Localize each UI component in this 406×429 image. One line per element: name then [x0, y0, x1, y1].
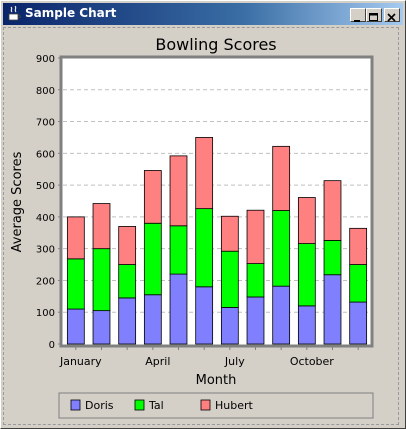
y-tick-label: 400 [36, 213, 55, 224]
bar-hubert-december [349, 227, 368, 265]
bar-tal-june [195, 208, 214, 288]
bar-tal-april [143, 222, 162, 296]
bar-hubert-october [297, 197, 316, 244]
bar-hubert-april [143, 170, 162, 224]
x-tick-label: July [224, 355, 245, 368]
title-bar[interactable]: Sample Chart [3, 3, 403, 25]
legend-label-doris: Doris [85, 399, 114, 412]
window-title: Sample Chart [25, 6, 117, 20]
bar-tal-august [246, 263, 265, 298]
minimize-icon [354, 20, 360, 22]
legend-swatch-hubert [200, 399, 211, 411]
bar-tal-january [66, 258, 85, 310]
legend [58, 392, 374, 419]
bar-doris-october [297, 305, 316, 345]
minimize-button[interactable] [350, 8, 366, 22]
bar-chart: Bowling Scores 0 100 200 300 400 500 600 700 800… [10, 35, 374, 419]
legend-swatch-doris [70, 399, 81, 411]
bar-doris-january [66, 308, 85, 345]
bar-doris-february [92, 310, 111, 345]
maximize-button[interactable] [366, 8, 382, 22]
legend-swatch-tal [134, 399, 145, 411]
plot-area [59, 55, 374, 348]
bar-doris-may [169, 273, 188, 345]
close-button[interactable] [384, 8, 400, 22]
y-tick-label: 800 [36, 86, 55, 97]
y-tick-label: 900 [36, 54, 55, 65]
y-tick-label: 0 [49, 340, 55, 351]
bar-tal-february [92, 248, 111, 312]
bar-tal-november [323, 240, 342, 276]
chart-title: Bowling Scores [155, 35, 276, 54]
y-tick-label: 500 [36, 181, 55, 192]
close-icon [387, 13, 396, 22]
x-tick-label: October [290, 355, 334, 368]
bar-doris-july [220, 307, 239, 345]
bar-doris-december [349, 301, 368, 345]
x-axis-label: Month [196, 373, 237, 388]
y-tick-label: 100 [36, 308, 55, 319]
maximize-icon [369, 13, 378, 21]
legend-label-hubert: Hubert [215, 399, 254, 412]
bar-hubert-september [272, 145, 291, 211]
x-tick-label: January [59, 355, 102, 368]
y-tick-label: 600 [36, 149, 55, 160]
bar-hubert-february [92, 203, 111, 250]
y-axis-label: Average Scores [10, 151, 25, 252]
bar-tal-may [169, 225, 188, 275]
bar-hubert-august [246, 209, 265, 265]
bar-tal-july [220, 250, 239, 308]
y-tick-label: 200 [36, 276, 55, 287]
bar-doris-november [323, 274, 342, 345]
bar-hubert-january [66, 216, 85, 260]
java-cup-icon [8, 6, 21, 21]
bar-doris-september [272, 285, 291, 345]
chart-panel: Bowling Scores 0 100 200 300 400 500 600 700 800… [3, 27, 403, 426]
bar-doris-april [143, 294, 162, 345]
bar-hubert-march [118, 226, 137, 265]
bar-hubert-july [220, 215, 239, 252]
bar-hubert-may [169, 155, 188, 227]
bar-doris-march [118, 297, 137, 345]
bar-doris-august [246, 296, 265, 345]
panel-border [3, 27, 399, 425]
bar-tal-march [118, 264, 137, 299]
y-tick-label: 700 [36, 118, 55, 129]
bar-hubert-june [195, 137, 214, 210]
bar-tal-october [297, 243, 316, 307]
legend-label-tal: Tal [148, 399, 164, 412]
bar-hubert-november [323, 180, 342, 241]
bar-tal-september [272, 210, 291, 287]
bar-doris-june [195, 286, 214, 345]
y-tick-label: 300 [36, 245, 55, 256]
bar-tal-december [349, 264, 368, 303]
x-tick-label: April [145, 355, 170, 368]
